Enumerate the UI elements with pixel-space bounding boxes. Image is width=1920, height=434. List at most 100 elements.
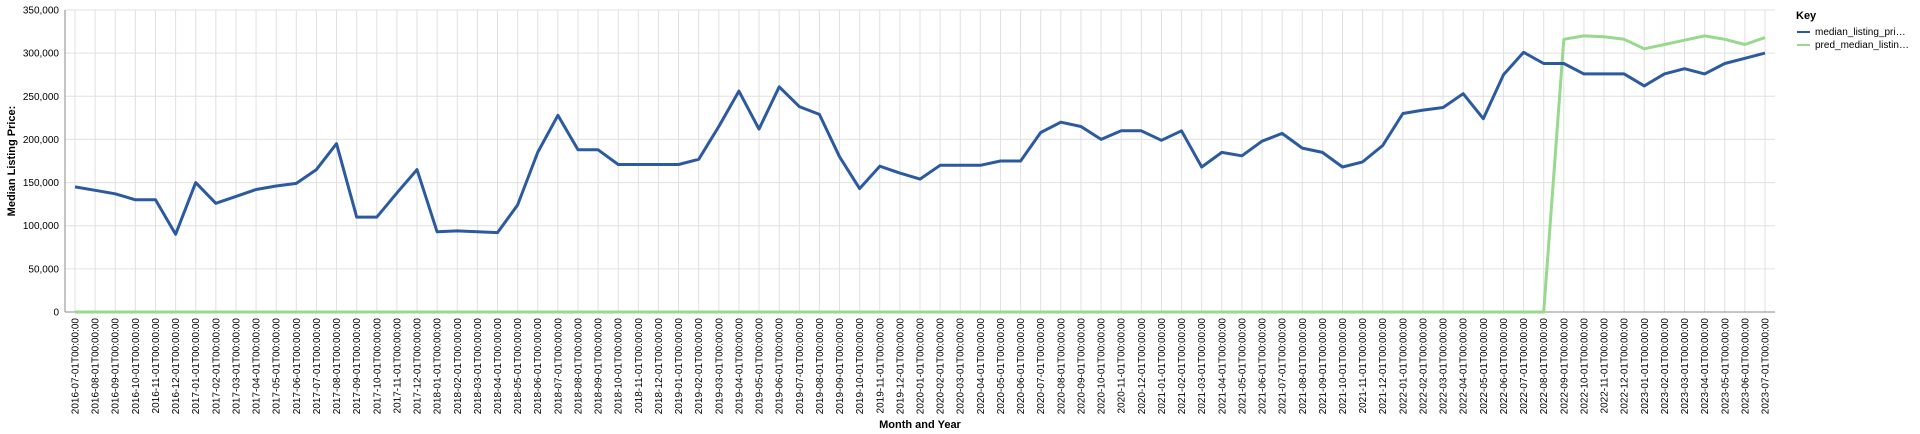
x-tick-label: 2023-07-01T00:00:00 xyxy=(1761,318,1772,415)
x-tick-label: 2016-07-01T00:00:00 xyxy=(71,318,82,415)
y-tick-label: 0 xyxy=(53,308,59,319)
y-tick-label: 350,000 xyxy=(23,6,60,17)
y-tick-label: 100,000 xyxy=(23,221,60,232)
y-tick-label: 200,000 xyxy=(23,135,60,146)
x-tick-label: 2020-04-01T00:00:00 xyxy=(976,318,987,415)
x-tick-label: 2020-01-01T00:00:00 xyxy=(916,318,927,415)
x-tick-label: 2020-09-01T00:00:00 xyxy=(1076,318,1087,415)
x-tick-label: 2023-05-01T00:00:00 xyxy=(1720,318,1731,415)
x-tick-label: 2022-10-01T00:00:00 xyxy=(1579,318,1590,415)
y-tick-label: 300,000 xyxy=(23,49,60,60)
series-lines xyxy=(74,34,1766,314)
x-tick-label: 2018-07-01T00:00:00 xyxy=(553,318,564,415)
x-tick-label: 2022-07-01T00:00:00 xyxy=(1519,318,1530,415)
x-tick-label: 2020-12-01T00:00:00 xyxy=(1137,318,1148,415)
y-tick-label: 50,000 xyxy=(28,264,59,275)
x-tick-label: 2019-02-01T00:00:00 xyxy=(694,318,705,415)
x-tick-label: 2018-02-01T00:00:00 xyxy=(453,318,464,415)
x-tick-label: 2019-10-01T00:00:00 xyxy=(855,318,866,415)
x-tick-label: 2021-05-01T00:00:00 xyxy=(1237,318,1248,415)
x-tick-label: 2020-03-01T00:00:00 xyxy=(956,318,967,415)
x-tick-label: 2016-11-01T00:00:00 xyxy=(151,318,162,414)
y-tick-label: 150,000 xyxy=(23,178,60,189)
x-tick-label: 2020-10-01T00:00:00 xyxy=(1097,318,1108,415)
x-tick-label: 2018-12-01T00:00:00 xyxy=(654,318,665,415)
x-tick-label: 2020-07-01T00:00:00 xyxy=(1036,318,1047,415)
x-tick-label: 2020-02-01T00:00:00 xyxy=(936,318,947,415)
x-tick-label: 2019-06-01T00:00:00 xyxy=(775,318,786,415)
x-tick-label: 2016-09-01T00:00:00 xyxy=(111,318,122,415)
x-tick-label: 2019-01-01T00:00:00 xyxy=(674,318,685,415)
x-tick-label: 2022-08-01T00:00:00 xyxy=(1539,318,1550,415)
x-tick-label: 2021-01-01T00:00:00 xyxy=(1157,318,1168,415)
x-tick-label: 2018-05-01T00:00:00 xyxy=(513,318,524,415)
x-tick-label: 2017-04-01T00:00:00 xyxy=(252,318,263,415)
x-tick-label: 2018-09-01T00:00:00 xyxy=(594,318,605,415)
x-tick-label: 2023-06-01T00:00:00 xyxy=(1740,318,1751,415)
x-tick-label: 2020-05-01T00:00:00 xyxy=(996,318,1007,415)
x-tick-label: 2021-08-01T00:00:00 xyxy=(1298,318,1309,415)
x-tick-label: 2018-03-01T00:00:00 xyxy=(473,318,484,415)
x-tick-label: 2019-12-01T00:00:00 xyxy=(895,318,906,415)
x-tick-label: 2021-10-01T00:00:00 xyxy=(1338,318,1349,415)
x-tick-label: 2017-03-01T00:00:00 xyxy=(231,318,242,415)
x-axis-title: Month and Year xyxy=(879,419,961,431)
x-tick-label: 2023-01-01T00:00:00 xyxy=(1640,318,1651,415)
x-tick-label: 2020-08-01T00:00:00 xyxy=(1056,318,1067,415)
y-axis-title: Median Listing Price: xyxy=(6,106,18,217)
x-tick-label: 2021-02-01T00:00:00 xyxy=(1177,318,1188,415)
x-tick-label: 2019-03-01T00:00:00 xyxy=(714,318,725,415)
x-tick-label: 2021-07-01T00:00:00 xyxy=(1278,318,1289,415)
x-tick-label: 2017-05-01T00:00:00 xyxy=(272,318,283,415)
x-tick-label: 2023-03-01T00:00:00 xyxy=(1680,318,1691,415)
x-tick-label: 2023-04-01T00:00:00 xyxy=(1700,318,1711,415)
series-line-pred xyxy=(75,34,1766,314)
y-tick-labels: 0 50,000 100,000 150,000 200,000 250,000 300,0… xyxy=(23,6,60,319)
x-tick-label: 2016-08-01T00:00:00 xyxy=(91,318,102,415)
x-tick-label: 2017-12-01T00:00:00 xyxy=(413,318,424,415)
x-tick-label: 2022-05-01T00:00:00 xyxy=(1479,318,1490,415)
x-tick-label: 2017-02-01T00:00:00 xyxy=(211,318,222,415)
x-tick-label: 2021-06-01T00:00:00 xyxy=(1258,318,1269,415)
x-tick-label: 2022-12-01T00:00:00 xyxy=(1620,318,1631,415)
legend: Key median_listing_pri… pred_median_list… xyxy=(1796,10,1909,51)
x-tick-label: 2017-07-01T00:00:00 xyxy=(312,318,323,415)
x-tick-label: 2022-03-01T00:00:00 xyxy=(1439,318,1450,415)
x-tick-label: 2019-05-01T00:00:00 xyxy=(755,318,766,415)
x-tick-label: 2017-09-01T00:00:00 xyxy=(352,318,363,415)
x-tick-label: 2018-11-01T00:00:00 xyxy=(634,318,645,414)
x-tick-label: 2019-07-01T00:00:00 xyxy=(795,318,806,415)
x-tick-label: 2020-11-01T00:00:00 xyxy=(1117,318,1128,414)
x-tick-label: 2021-09-01T00:00:00 xyxy=(1318,318,1329,415)
x-tick-label: 2017-06-01T00:00:00 xyxy=(292,318,303,415)
x-tick-label: 2019-08-01T00:00:00 xyxy=(815,318,826,415)
x-tick-label: 2017-01-01T00:00:00 xyxy=(191,318,202,415)
legend-label-median: median_listing_pri… xyxy=(1815,27,1906,38)
x-tick-label: 2019-09-01T00:00:00 xyxy=(835,318,846,415)
x-tick-label: 2019-04-01T00:00:00 xyxy=(734,318,745,415)
x-tick-label: 2021-11-01T00:00:00 xyxy=(1358,318,1369,414)
x-tick-label: 2022-06-01T00:00:00 xyxy=(1499,318,1510,415)
x-tick-label: 2018-06-01T00:00:00 xyxy=(533,318,544,415)
x-tick-label: 2023-02-01T00:00:00 xyxy=(1660,318,1671,415)
x-tick-label: 2016-10-01T00:00:00 xyxy=(131,318,142,415)
y-tick-label: 250,000 xyxy=(23,92,60,103)
x-tick-label: 2022-09-01T00:00:00 xyxy=(1559,318,1570,415)
x-tick-label: 2018-01-01T00:00:00 xyxy=(433,318,444,415)
x-tick-label: 2018-10-01T00:00:00 xyxy=(614,318,625,415)
x-tick-label: 2017-11-01T00:00:00 xyxy=(392,318,403,414)
x-tick-label: 2018-04-01T00:00:00 xyxy=(493,318,504,415)
x-tick-label: 2017-08-01T00:00:00 xyxy=(332,318,343,415)
x-tick-label: 2018-08-01T00:00:00 xyxy=(573,318,584,415)
legend-label-pred: pred_median_listin… xyxy=(1815,40,1909,51)
x-tick-label: 2022-01-01T00:00:00 xyxy=(1398,318,1409,415)
x-tick-label: 2019-11-01T00:00:00 xyxy=(875,318,886,414)
x-tick-label: 2017-10-01T00:00:00 xyxy=(372,318,383,415)
x-tick-label: 2021-04-01T00:00:00 xyxy=(1217,318,1228,415)
x-tick-label: 2022-11-01T00:00:00 xyxy=(1600,318,1611,414)
x-tick-label: 2016-12-01T00:00:00 xyxy=(171,318,182,415)
x-tick-label: 2021-03-01T00:00:00 xyxy=(1197,318,1208,415)
legend-title: Key xyxy=(1796,10,1817,22)
x-tick-label: 2022-02-01T00:00:00 xyxy=(1418,318,1429,415)
